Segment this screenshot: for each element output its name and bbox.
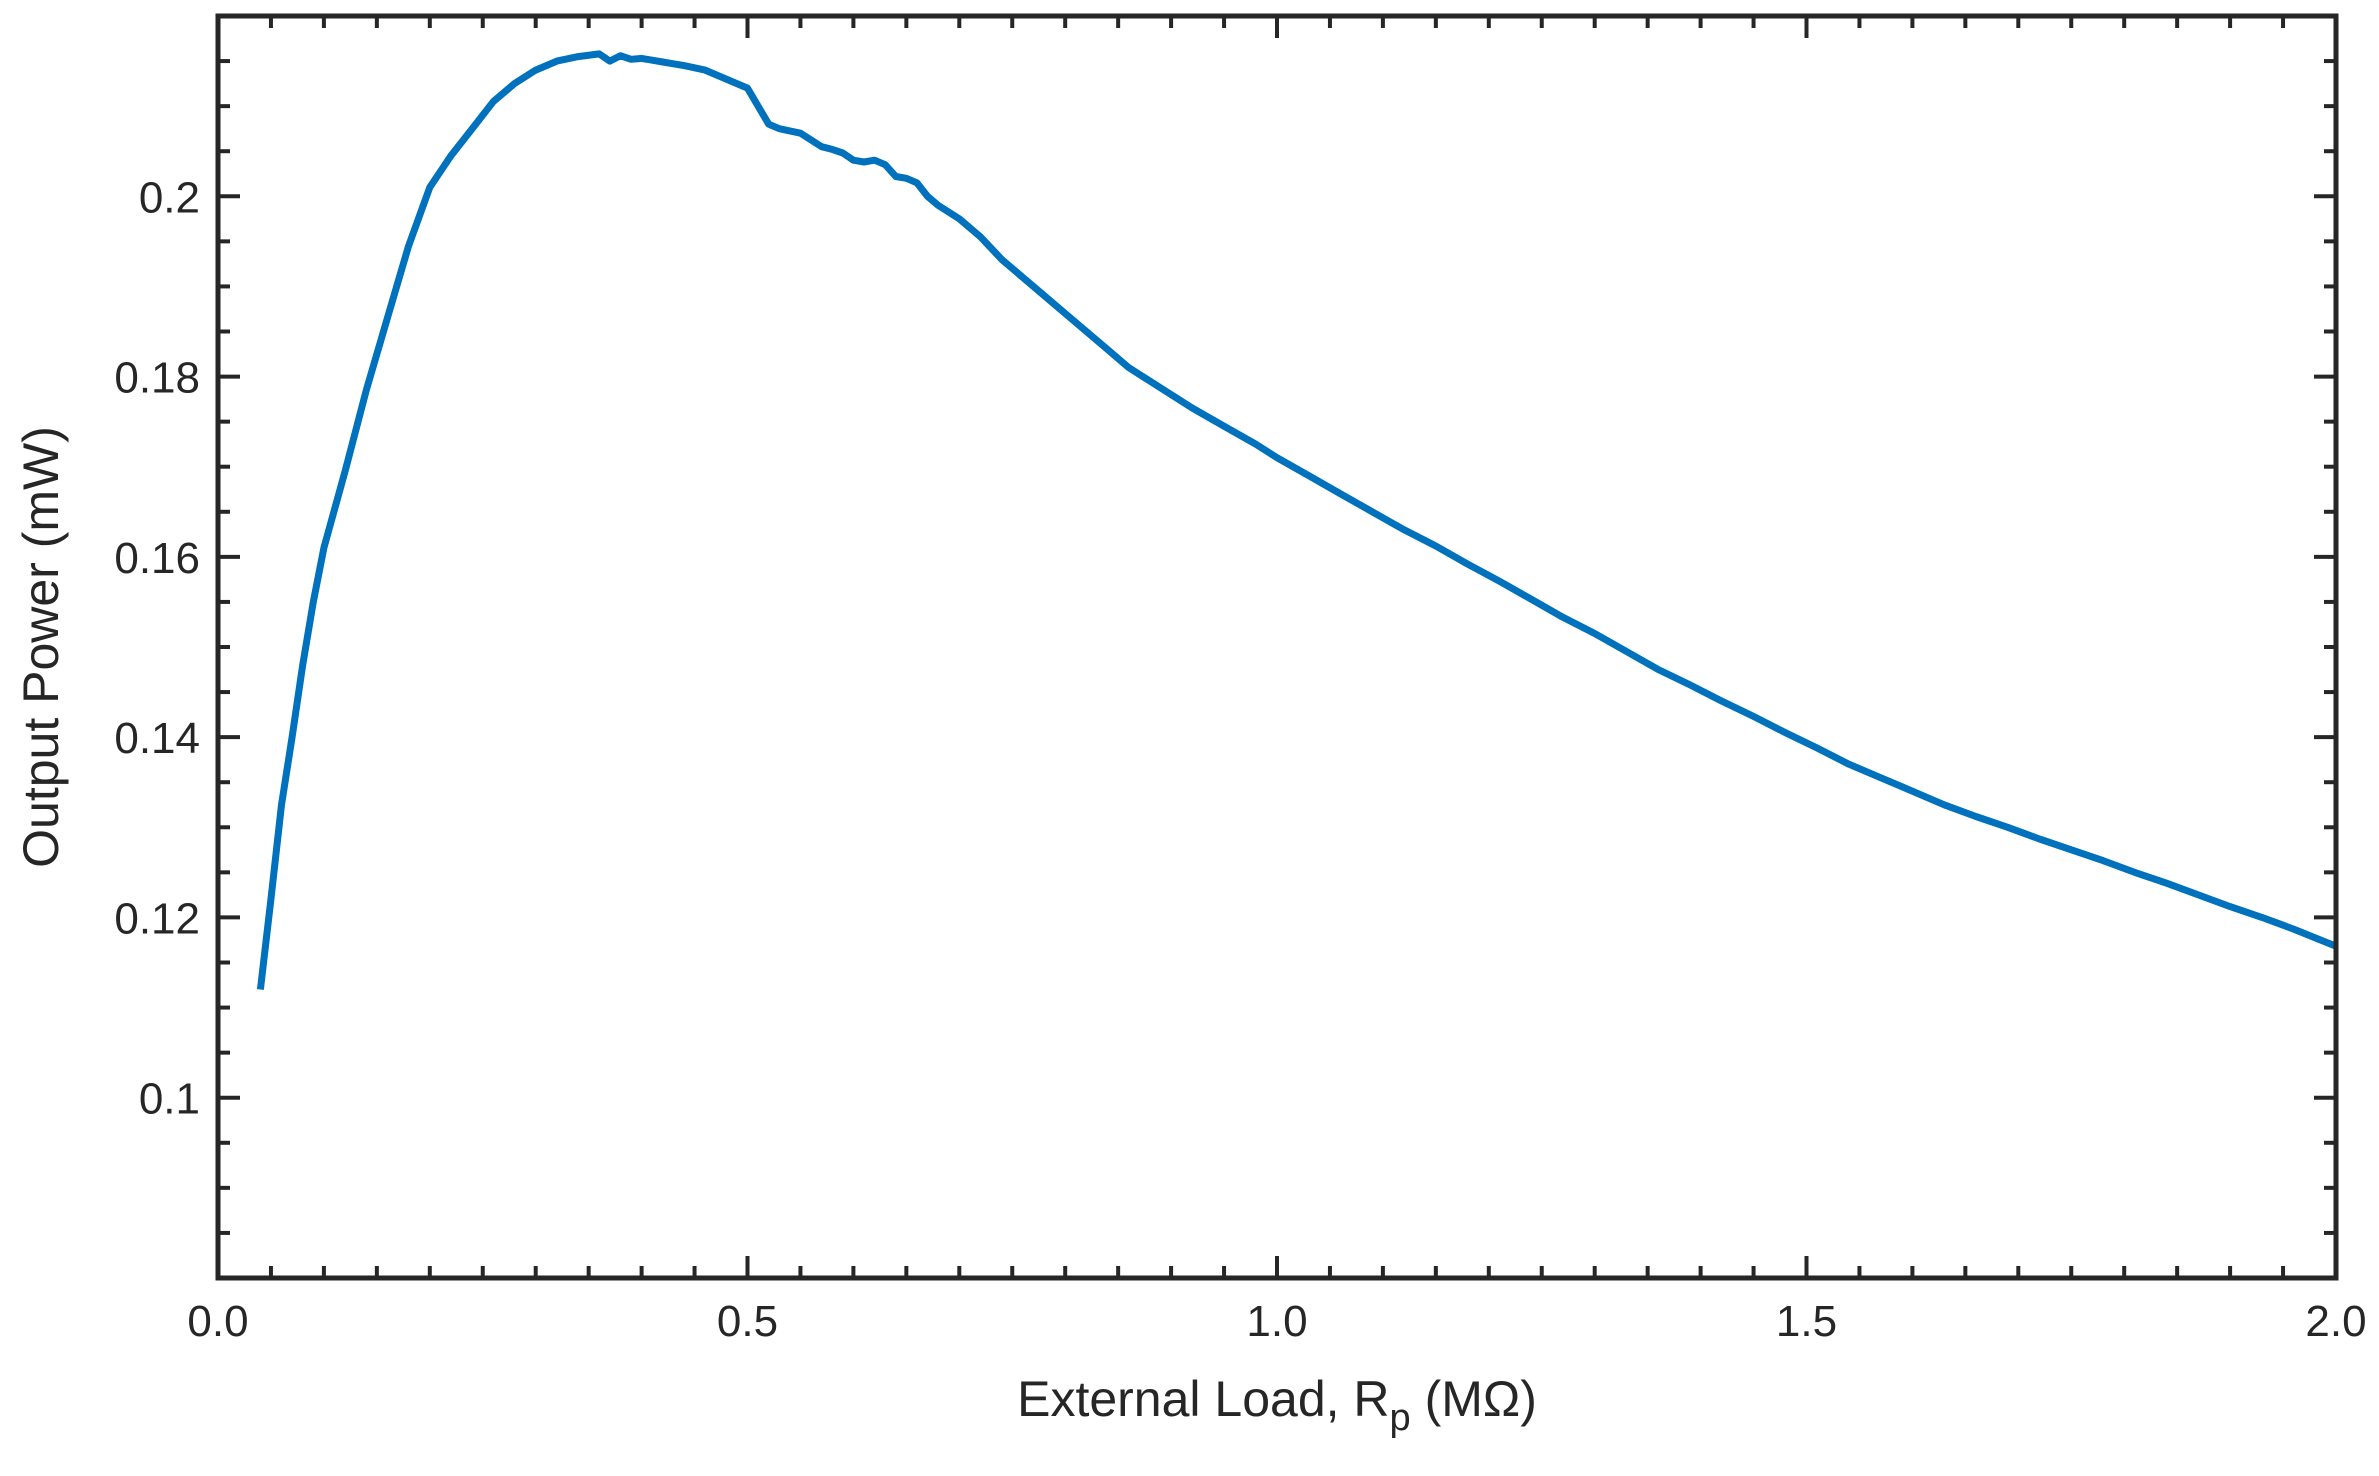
- y-tick-label: 0.14: [114, 714, 200, 763]
- x-tick-label: 1.5: [1776, 1297, 1837, 1346]
- y-axis-title: Output Power (mW): [13, 426, 69, 868]
- output-power-series-line: [256, 50, 2338, 990]
- plot-area-frame: [215, 13, 2339, 1281]
- x-tick-label: 2.0: [2305, 1297, 2366, 1346]
- x-tick-label: 0.5: [717, 1297, 778, 1346]
- y-tick-label: 0.18: [114, 354, 200, 403]
- x-axis-title-main: External Load, R: [1017, 1371, 1389, 1427]
- y-tick-label: 0.16: [114, 534, 200, 583]
- y-tick-label: 0.2: [139, 173, 200, 222]
- x-axis-title-unit: (MΩ): [1411, 1371, 1537, 1427]
- y-tick-label: 0.1: [139, 1075, 200, 1124]
- x-axis-title: External Load, Rp (MΩ): [1017, 1371, 1537, 1439]
- axis-tick-labels: 0.0 0.5 1.0 1.5 2.0 0.1 0.12 0.14 0.16 0.18 0.2: [114, 173, 2366, 1346]
- x-tick-label: 1.0: [1246, 1297, 1307, 1346]
- y-tick-label: 0.12: [114, 894, 200, 943]
- x-tick-label: 0.0: [187, 1297, 248, 1346]
- x-axis-title-subscript: p: [1390, 1397, 1411, 1439]
- axis-ticks: [216, 14, 2338, 1280]
